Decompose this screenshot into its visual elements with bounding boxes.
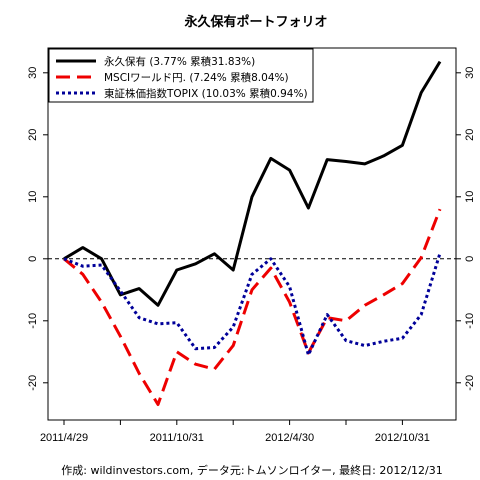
y-tick-label-right: 30 — [464, 67, 476, 79]
legend-label-series-3: 東証株価指数TOPIX (10.03% 累積0.94%) — [104, 87, 308, 100]
chart-footer: 作成: wildinvestors.com, データ元:トムソンロイター, 最終… — [61, 463, 442, 477]
x-tick-label: 2012/10/31 — [375, 432, 430, 444]
y-tick-label-left: -20 — [27, 375, 39, 391]
y-tick-label-left: 20 — [27, 129, 39, 141]
x-tick-label: 2011/10/31 — [150, 432, 204, 444]
legend-label-series-1: 永久保有 (3.77% 累積31.83%) — [104, 55, 255, 68]
y-tick-label-left: 0 — [27, 256, 39, 262]
series-line-3 — [63, 252, 442, 357]
legend: 永久保有 (3.77% 累積31.83%) MSCIワールド円. (7.24% … — [48, 48, 314, 103]
chart-title: 永久保有ポートフォリオ — [183, 14, 327, 30]
y-tick-label-left: 30 — [27, 67, 39, 79]
x-tick-label: 2012/4/30 — [265, 432, 314, 444]
y-tick-label-left: 10 — [27, 191, 39, 203]
legend-label-series-2: MSCIワールド円. (7.24% 累積8.04%) — [104, 71, 289, 84]
y-tick-label-right: 20 — [464, 129, 476, 141]
y-tick-label-right: -20 — [464, 375, 476, 391]
y-tick-label-left: -10 — [27, 313, 39, 329]
y-tick-label-right: 0 — [464, 256, 476, 262]
x-tick-label: 2011/4/29 — [40, 432, 88, 444]
y-tick-label-right: -10 — [464, 313, 476, 329]
axes: -20 -20 -10 -10 0 0 10 10 20 20 30 30 2011/4/29 2011/… — [27, 67, 476, 444]
series-layer — [63, 60, 442, 406]
y-tick-label-right: 10 — [464, 191, 476, 203]
series-line-1 — [63, 60, 442, 307]
plot-frame — [47, 47, 457, 421]
series-line-2 — [63, 208, 442, 406]
